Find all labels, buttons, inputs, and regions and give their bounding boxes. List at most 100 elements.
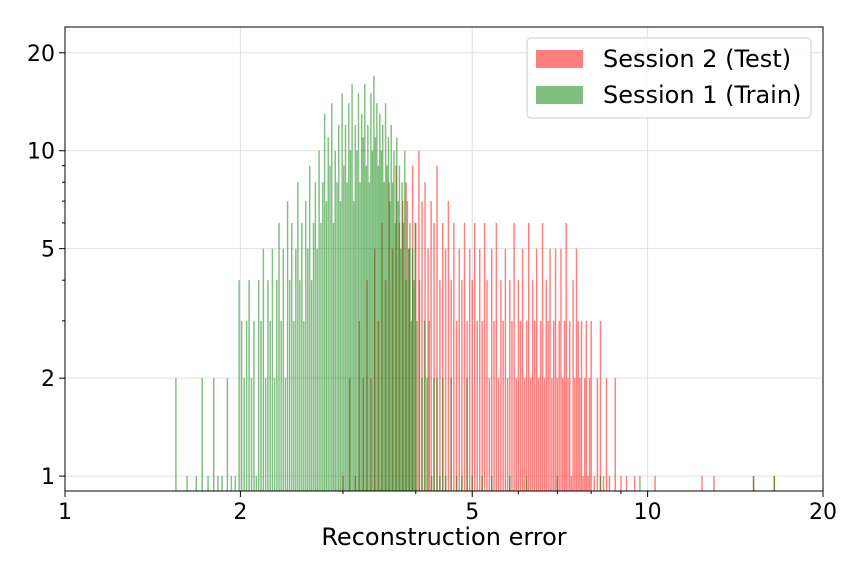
histogram-bar [497, 378, 500, 491]
histogram-bar [430, 201, 432, 491]
histogram-bar [588, 378, 591, 491]
histogram-bar [312, 222, 315, 491]
histogram-bar [195, 476, 197, 491]
histogram-bar [568, 320, 571, 491]
legend-swatch-train [536, 86, 583, 104]
histogram-bar [556, 378, 559, 491]
histogram-bar [421, 378, 423, 491]
histogram-bar [463, 222, 466, 491]
histogram-bar [343, 165, 345, 491]
histogram-bar [318, 150, 320, 491]
histogram-bar [253, 320, 255, 491]
histogram-bar [376, 103, 378, 491]
histogram-bar [577, 320, 579, 491]
histogram-bar [286, 201, 289, 491]
histogram-bar [495, 222, 498, 491]
histogram-bar [322, 182, 324, 491]
histogram-bar [500, 280, 502, 491]
histogram-bar [291, 222, 293, 491]
histogram-bar [409, 222, 411, 491]
histogram-bar [545, 280, 548, 491]
histogram-bar [439, 476, 441, 491]
histogram-bar [582, 476, 584, 491]
histogram-bar [341, 93, 343, 491]
histogram-bar [574, 378, 576, 491]
histogram-bar [240, 320, 243, 491]
histogram-bar [599, 320, 602, 491]
x-tick-label: 20 [809, 500, 837, 525]
histogram-bar [625, 476, 628, 491]
histogram-bar [332, 222, 335, 491]
histogram-bar [391, 182, 394, 491]
histogram-bar [316, 248, 318, 491]
histogram-bar [368, 182, 371, 491]
histogram-bar [346, 182, 348, 491]
histogram-bar [351, 84, 353, 492]
histogram-bar [282, 248, 285, 491]
histogram-bar [234, 476, 236, 491]
histogram-bar [428, 320, 431, 491]
histogram-bar [373, 248, 376, 491]
histogram-bar [310, 280, 313, 491]
histogram-bar [387, 137, 390, 491]
histogram-bar [288, 280, 291, 491]
histogram-bar [362, 137, 364, 491]
histogram-bar [551, 378, 553, 491]
histogram-bar [433, 378, 435, 491]
histogram-bar [238, 280, 240, 491]
histogram-bar [439, 280, 441, 491]
histogram-bar [221, 476, 223, 491]
histogram-bar [488, 378, 491, 491]
histogram-bar [260, 320, 262, 491]
histogram-bar [426, 378, 428, 491]
histogram-bar [358, 320, 361, 491]
y-tick-label: 20 [27, 42, 55, 67]
legend-swatch-test [536, 50, 583, 68]
histogram-bar [527, 222, 530, 491]
histogram-bar [314, 182, 317, 491]
histogram-bar [567, 378, 569, 491]
series-train-bars [175, 75, 776, 492]
histogram-bar [427, 248, 429, 491]
histogram-bar [481, 320, 483, 491]
histogram-bar [486, 280, 488, 491]
histogram-bar [421, 201, 423, 491]
histogram-bar [455, 320, 458, 491]
histogram-bar [474, 222, 476, 491]
histogram-bar [370, 93, 372, 491]
histogram-bar [430, 476, 433, 491]
histogram-bar [579, 378, 581, 491]
histogram-bar [342, 476, 344, 491]
histogram-bar [509, 476, 511, 491]
histogram-bar [410, 320, 413, 491]
histogram-bar [478, 248, 481, 491]
histogram-bar [226, 378, 229, 491]
histogram-bar [301, 222, 303, 491]
histogram-bar [599, 476, 602, 491]
histogram-bar [396, 137, 398, 491]
histogram-bar [217, 476, 219, 491]
histogram-bar [539, 320, 542, 491]
histogram-bar [554, 248, 557, 491]
histogram-bar [519, 320, 522, 491]
histogram-bar [308, 165, 311, 491]
histogram-bar [295, 248, 297, 491]
histogram-bar [373, 75, 375, 492]
axis-ticks: 1 2 5 10 20 1 2 5 10 20 [27, 42, 837, 525]
histogram-bar [633, 476, 636, 491]
histogram-bar [580, 320, 583, 491]
histogram-bar [405, 280, 407, 491]
histogram-bar [436, 165, 438, 491]
histogram-bar [384, 103, 387, 491]
histogram-bar [506, 378, 509, 491]
histogram-bar [393, 150, 395, 491]
y-tick-label: 5 [41, 238, 55, 263]
histogram-bar [250, 378, 253, 491]
histogram-bar [331, 103, 333, 491]
histogram-bar [284, 378, 287, 491]
histogram-bar [367, 124, 369, 491]
histogram-bar [271, 248, 274, 491]
histogram-bar [525, 476, 528, 491]
histogram-bar [404, 150, 406, 491]
histogram-bar [418, 280, 421, 491]
